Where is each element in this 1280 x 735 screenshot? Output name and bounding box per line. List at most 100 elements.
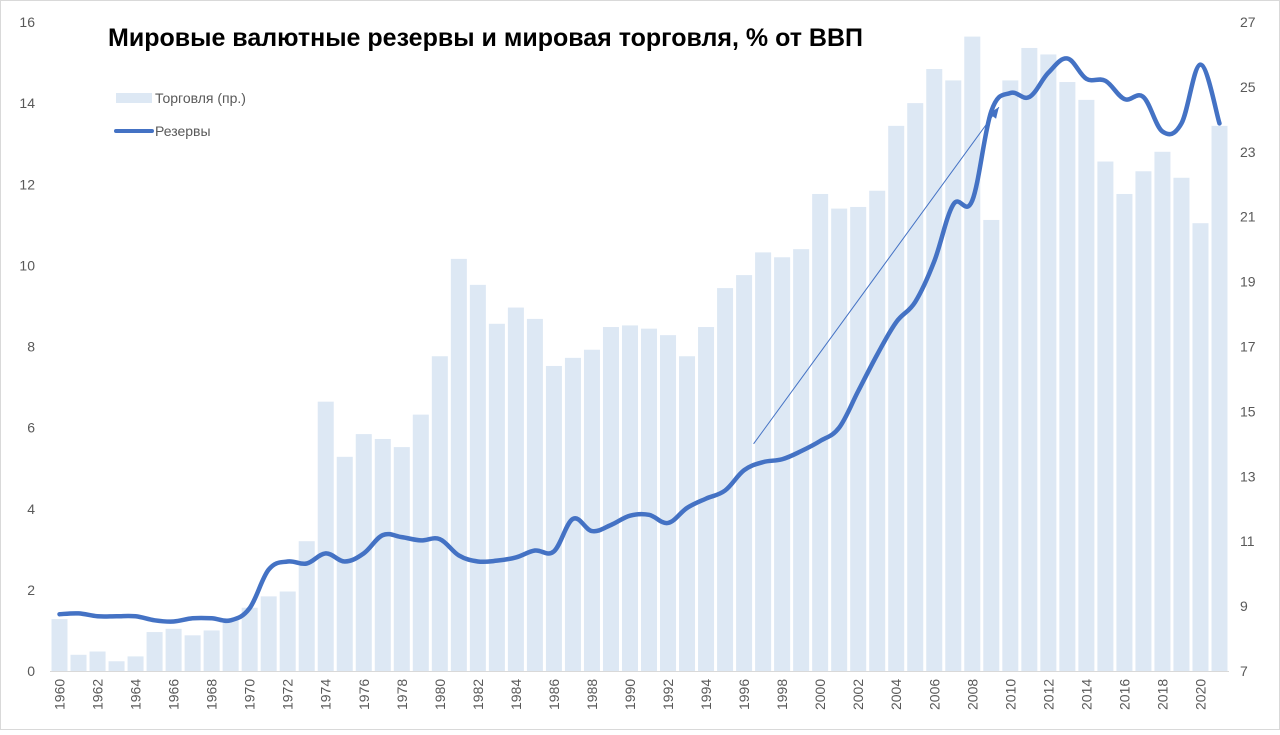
x-tick-2020: 2020 xyxy=(1192,679,1208,710)
trade-bar-2009 xyxy=(983,219,1000,671)
x-tick-1996: 1996 xyxy=(736,679,752,710)
y-right-tick-7: 7 xyxy=(1240,663,1248,679)
y-right-tick-19: 19 xyxy=(1240,274,1256,290)
trade-bar-1985 xyxy=(526,318,543,671)
trade-bar-1988 xyxy=(583,349,600,671)
trade-bar-1969 xyxy=(222,619,239,671)
trade-bar-2008 xyxy=(964,36,981,672)
trade-bar-1983 xyxy=(488,323,505,671)
y-right-tick-13: 13 xyxy=(1240,468,1256,484)
legend-swatch-trade xyxy=(116,93,152,103)
x-tick-1962: 1962 xyxy=(90,679,106,710)
trade-bar-1984 xyxy=(507,307,524,671)
trade-bar-1962 xyxy=(89,651,106,671)
reserves-line xyxy=(57,56,1222,624)
trade-bar-1975 xyxy=(336,456,353,671)
trade-bar-2017 xyxy=(1135,171,1152,671)
x-tick-2008: 2008 xyxy=(964,679,980,710)
trade-bar-2007 xyxy=(945,80,962,671)
trade-bar-2018 xyxy=(1154,151,1171,672)
x-tick-1966: 1966 xyxy=(166,679,182,710)
legend-label-reserves: Резервы xyxy=(155,123,211,139)
trade-bar-2021 xyxy=(1211,125,1228,672)
y-right-tick-15: 15 xyxy=(1240,403,1256,419)
y-left-tick-10: 10 xyxy=(19,257,35,273)
x-tick-1970: 1970 xyxy=(242,679,258,710)
y-left-tick-6: 6 xyxy=(27,420,35,436)
x-tick-1980: 1980 xyxy=(432,679,448,710)
axes: 0 2 4 6 8 10 12 14 16 7 9 11 13 15 17 19 21 23 25 27 1960 196… xyxy=(19,14,1255,710)
trade-bar-1963 xyxy=(108,661,125,671)
y-right-tick-9: 9 xyxy=(1240,598,1248,614)
trade-bar-1992 xyxy=(660,335,677,671)
x-tick-1964: 1964 xyxy=(128,679,144,710)
trade-bar-1990 xyxy=(621,325,638,671)
x-tick-2004: 2004 xyxy=(888,679,904,710)
trade-bar-1986 xyxy=(545,365,562,671)
x-tick-2018: 2018 xyxy=(1154,679,1170,710)
trade-bar-2002 xyxy=(850,206,867,671)
trade-bar-2005 xyxy=(907,103,924,671)
trade-bar-1982 xyxy=(469,284,486,671)
trade-bar-1978 xyxy=(393,447,410,671)
x-tick-2014: 2014 xyxy=(1078,679,1094,710)
trade-bar-1972 xyxy=(279,591,296,671)
y-left-tick-0: 0 xyxy=(27,663,35,679)
legend: Торговля (пр.) Резервы xyxy=(114,90,246,139)
y-left-tick-2: 2 xyxy=(27,582,35,598)
x-tick-1960: 1960 xyxy=(52,679,68,710)
y-left-tick-16: 16 xyxy=(19,14,35,30)
x-tick-1992: 1992 xyxy=(660,679,676,710)
trade-bar-1961 xyxy=(70,654,87,671)
trend-arrow-head xyxy=(988,107,999,119)
trade-bar-2001 xyxy=(831,208,848,671)
trade-bar-1968 xyxy=(203,630,220,671)
y-right-tick-25: 25 xyxy=(1240,79,1256,95)
trade-bar-1973 xyxy=(298,541,315,671)
trade-bar-2012 xyxy=(1040,54,1057,671)
trade-bar-2006 xyxy=(926,69,943,672)
trade-bar-1995 xyxy=(717,288,734,671)
y-left-tick-12: 12 xyxy=(19,176,35,192)
trade-bar-2004 xyxy=(888,125,905,672)
x-tick-1990: 1990 xyxy=(622,679,638,710)
x-tick-1976: 1976 xyxy=(356,679,372,710)
x-tick-1968: 1968 xyxy=(204,679,220,710)
legend-label-trade: Торговля (пр.) xyxy=(155,90,246,106)
trade-bar-1993 xyxy=(679,356,696,671)
x-tick-1988: 1988 xyxy=(584,679,600,710)
trade-bar-1980 xyxy=(431,356,448,671)
trade-bar-1979 xyxy=(412,414,429,671)
x-tick-2012: 2012 xyxy=(1040,679,1056,710)
trade-bar-1989 xyxy=(602,327,619,671)
x-tick-1998: 1998 xyxy=(774,679,790,710)
trade-bar-1977 xyxy=(374,438,391,671)
trade-bar-1981 xyxy=(450,258,467,671)
x-tick-2006: 2006 xyxy=(926,679,942,710)
trade-bar-2015 xyxy=(1097,161,1114,671)
trade-bar-1970 xyxy=(241,607,258,671)
trade-bar-2011 xyxy=(1021,47,1038,671)
trade-bar-2013 xyxy=(1059,82,1076,672)
trade-bar-1966 xyxy=(165,628,182,671)
y-left-tick-4: 4 xyxy=(27,501,35,517)
trade-bar-2000 xyxy=(812,193,829,672)
y-right-tick-27: 27 xyxy=(1240,14,1256,30)
x-tick-1974: 1974 xyxy=(318,679,334,710)
trade-bar-1964 xyxy=(127,656,144,671)
trade-bar-2014 xyxy=(1078,99,1095,671)
x-tick-2000: 2000 xyxy=(812,679,828,710)
reserves-line-layer xyxy=(57,56,1222,624)
y-right-tick-23: 23 xyxy=(1240,144,1256,160)
y-left-tick-8: 8 xyxy=(27,339,35,355)
trade-bars xyxy=(51,36,1228,672)
trade-bar-1967 xyxy=(184,635,201,671)
trade-bar-1987 xyxy=(564,357,581,671)
x-tick-1972: 1972 xyxy=(280,679,296,710)
trade-bar-2003 xyxy=(869,190,886,672)
x-tick-1982: 1982 xyxy=(470,679,486,710)
trade-bar-1960 xyxy=(51,619,68,671)
trade-bar-1971 xyxy=(260,596,277,671)
